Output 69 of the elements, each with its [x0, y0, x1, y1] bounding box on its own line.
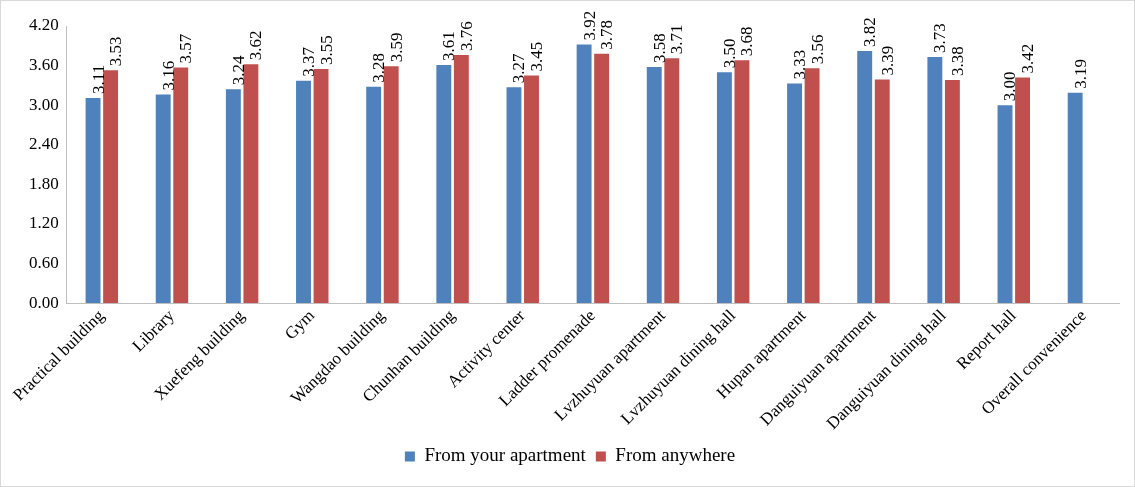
data-label: 3.58 [649, 33, 669, 63]
bar [243, 64, 259, 304]
bar [874, 79, 890, 304]
data-label: 3.38 [947, 46, 967, 77]
bar [366, 86, 382, 304]
bar [524, 75, 539, 304]
data-label: 3.33 [790, 49, 810, 80]
data-label: 3.71 [667, 24, 687, 55]
y-tick-label: 2.40 [29, 134, 59, 154]
bar [103, 70, 119, 304]
data-label: 3.73 [930, 23, 950, 53]
data-label: 3.62 [246, 30, 266, 61]
bar [85, 97, 101, 304]
bar [716, 72, 732, 304]
y-tick-label: 3.60 [29, 55, 59, 75]
data-label: 3.59 [386, 32, 406, 63]
data-label: 3.53 [106, 36, 126, 67]
data-label: 3.00 [1000, 71, 1020, 102]
data-label: 3.42 [1018, 43, 1038, 74]
bar [927, 57, 943, 304]
bar [383, 66, 399, 304]
bar [594, 53, 610, 304]
bar [576, 44, 592, 304]
legend-label: From your apartment [424, 444, 587, 466]
bar [436, 64, 452, 304]
y-tick-label: 4.20 [29, 15, 59, 35]
data-label: 3.56 [807, 34, 827, 65]
data-label: 3.45 [526, 41, 546, 72]
bar [296, 80, 311, 304]
data-label: 3.50 [719, 38, 739, 69]
y-tick-label: 0.60 [29, 252, 59, 272]
bar [1067, 92, 1083, 304]
data-label: 3.16 [158, 60, 178, 91]
data-label: 3.19 [1070, 58, 1090, 89]
bar [944, 80, 960, 304]
bar [506, 87, 522, 304]
data-label: 3.27 [509, 53, 529, 84]
bar [173, 67, 189, 304]
bar [734, 60, 750, 304]
data-label: 3.24 [228, 55, 248, 86]
y-tick-label: 3.00 [29, 94, 59, 114]
y-tick-label: 0.00 [29, 292, 59, 312]
data-label: 3.92 [579, 10, 599, 41]
data-label: 3.55 [316, 35, 336, 65]
data-label: 3.39 [877, 45, 897, 76]
bar [646, 66, 662, 304]
bar [997, 105, 1013, 304]
data-label: 3.37 [298, 46, 318, 77]
bar [664, 58, 680, 304]
bar [313, 68, 329, 304]
bar [857, 51, 873, 304]
bar [787, 83, 803, 304]
data-label: 3.76 [456, 21, 476, 52]
bar [225, 89, 241, 304]
y-tick-label: 1.80 [29, 173, 59, 193]
data-label: 3.68 [737, 26, 757, 57]
y-tick-label: 1.20 [29, 213, 59, 233]
x-tick-label: Gym [280, 305, 319, 344]
data-label: 3.78 [597, 19, 617, 50]
data-label: 3.82 [860, 17, 880, 48]
data-label: 3.57 [176, 33, 196, 64]
bar [155, 94, 171, 304]
bar [804, 68, 820, 304]
legend-label: From anywhere [615, 444, 736, 466]
data-label: 3.61 [439, 31, 459, 61]
bar [453, 55, 469, 304]
bar [1015, 77, 1030, 304]
data-label: 3.11 [88, 64, 108, 94]
data-label: 3.28 [369, 52, 389, 83]
